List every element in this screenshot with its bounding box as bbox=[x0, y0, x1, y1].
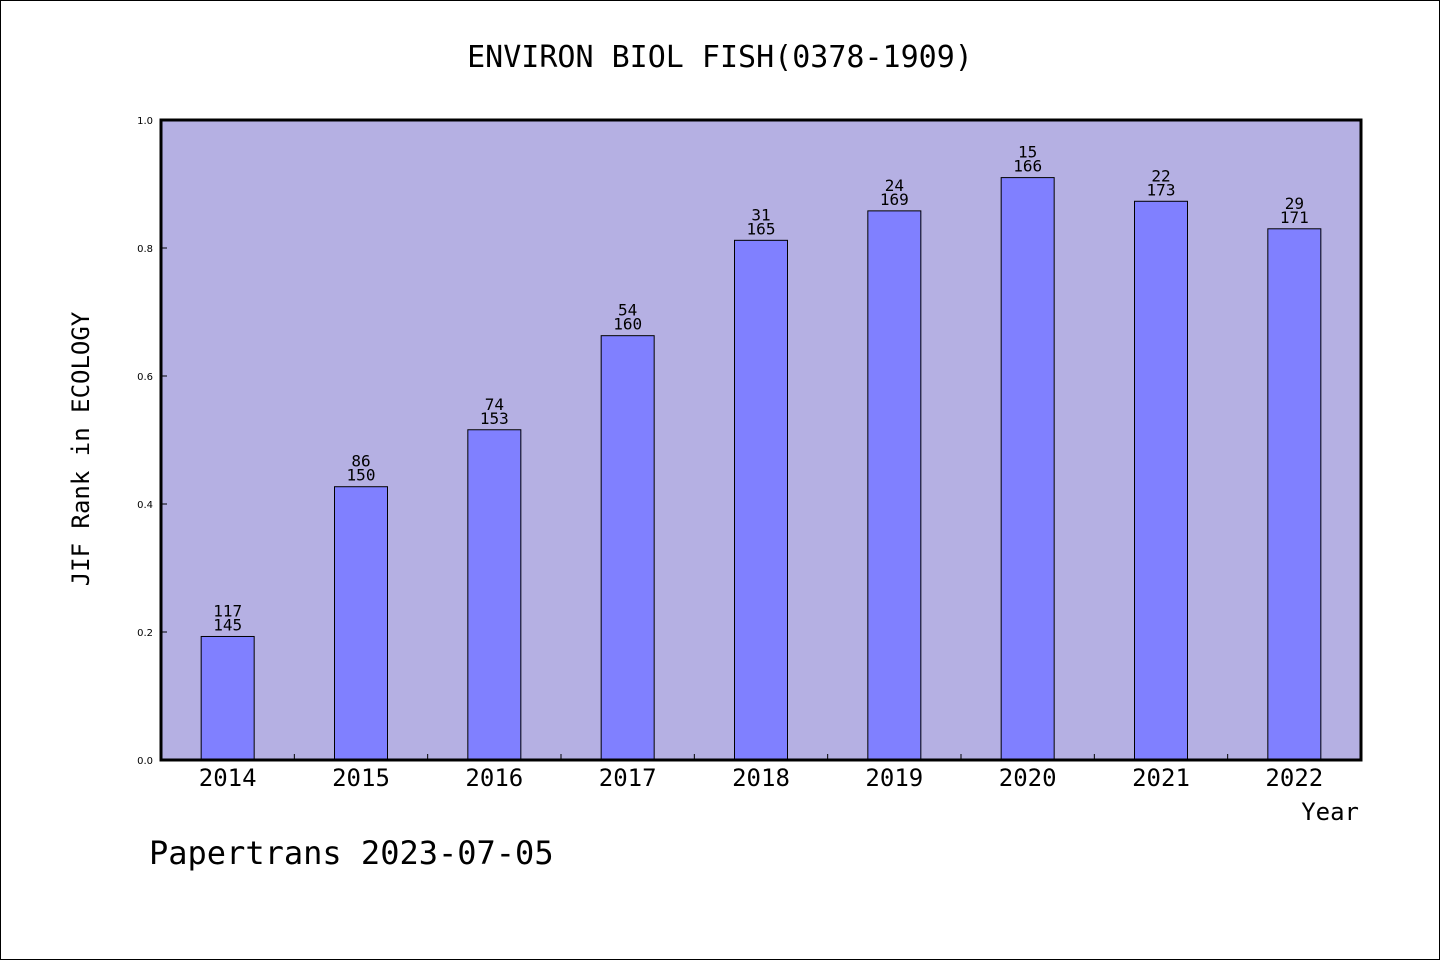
bar-total-label: 165 bbox=[747, 219, 776, 238]
x-tick-label: 2020 bbox=[999, 764, 1057, 792]
x-tick-label: 2022 bbox=[1265, 764, 1323, 792]
bar-rank-label: 24 bbox=[885, 176, 904, 195]
bar-rank-label: 29 bbox=[1285, 194, 1304, 213]
x-tick-label: 2021 bbox=[1132, 764, 1190, 792]
bar-rank-label: 54 bbox=[618, 301, 637, 320]
y-tick-label: 0.0 bbox=[137, 756, 153, 767]
bar-2019 bbox=[867, 210, 922, 761]
bar-2018 bbox=[734, 239, 788, 761]
bar-total-label: 169 bbox=[880, 190, 909, 209]
x-tick-label: 2017 bbox=[599, 764, 657, 792]
chart-title: ENVIRON BIOL FISH(0378-1909) bbox=[467, 40, 973, 75]
y-tick-label: 0.4 bbox=[137, 500, 153, 511]
bar-rank-label: 31 bbox=[751, 205, 770, 224]
bar-2022 bbox=[1267, 228, 1322, 761]
x-tick-label: 2015 bbox=[332, 764, 390, 792]
y-axis-label: JIF Rank in ECOLOGY bbox=[67, 311, 95, 586]
bar-data-labels: 1171458615074153541603116524169151662217… bbox=[213, 143, 1309, 635]
bar-rank-label: 86 bbox=[351, 452, 370, 471]
x-tick-label: 2018 bbox=[732, 764, 790, 792]
y-tick-label: 0.8 bbox=[137, 244, 153, 255]
y-tick-label: 1.0 bbox=[137, 116, 153, 127]
bar-rank-label: 117 bbox=[213, 601, 242, 620]
bar-rank-label: 74 bbox=[485, 395, 504, 414]
bar-2021 bbox=[1134, 200, 1188, 761]
x-tick-label: 2014 bbox=[199, 764, 257, 792]
bar-total-label: 171 bbox=[1280, 208, 1309, 227]
bar-total-label: 166 bbox=[1013, 157, 1042, 176]
y-tick-label: 0.2 bbox=[137, 628, 153, 639]
bar-2020 bbox=[1000, 177, 1055, 761]
bars-group bbox=[200, 177, 1322, 761]
bar-rank-label: 22 bbox=[1151, 166, 1170, 185]
x-tick-labels: 2014 2015 2016 2017 2018 2019 2020 2021 2022 bbox=[199, 754, 1323, 792]
bar-rank-label: 15 bbox=[1018, 143, 1037, 162]
y-tick-label: 0.6 bbox=[137, 372, 153, 383]
bar-2014 bbox=[200, 635, 255, 761]
bar-2016 bbox=[467, 429, 522, 761]
bar-total-label: 145 bbox=[213, 615, 242, 634]
x-tick-label: 2016 bbox=[465, 764, 523, 792]
x-tick-label: 2019 bbox=[865, 764, 923, 792]
plot-border bbox=[159, 118, 1363, 762]
bar-total-label: 153 bbox=[480, 409, 509, 428]
footer-credit: Papertrans 2023-07-05 bbox=[149, 834, 554, 872]
bar-2015 bbox=[334, 486, 388, 761]
bar-2017 bbox=[600, 335, 655, 761]
bar-total-label: 150 bbox=[347, 466, 376, 485]
bar-total-label: 160 bbox=[613, 315, 642, 334]
bar-total-label: 173 bbox=[1147, 180, 1176, 199]
x-axis-label: Year bbox=[1301, 798, 1359, 826]
